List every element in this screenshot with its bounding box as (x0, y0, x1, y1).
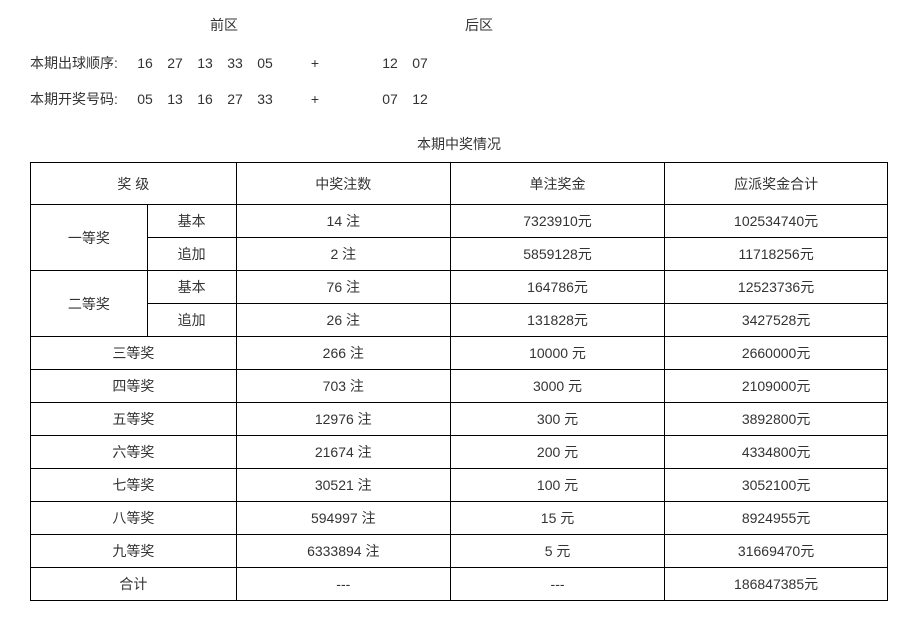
prize-unit: 100 元 (450, 469, 664, 502)
back-area-label: 后区 (410, 15, 540, 35)
number: 27 (160, 55, 190, 71)
prize-level: 六等奖 (31, 436, 237, 469)
prize-total: 2660000元 (665, 337, 888, 370)
prize-unit: 7323910元 (450, 205, 664, 238)
header-level: 奖 级 (31, 163, 237, 205)
table-title: 本期中奖情况 (30, 134, 888, 154)
prize-unit: 164786元 (450, 271, 664, 304)
prize-total: 11718256元 (665, 238, 888, 271)
prize-count: 594997 注 (236, 502, 450, 535)
draw-order-label: 本期出球顺序: (30, 53, 130, 73)
table-row: 二等奖 基本 76 注 164786元 12523736元 (31, 271, 888, 304)
prize-unit: 3000 元 (450, 370, 664, 403)
draw-order-front-numbers: 16 27 13 33 05 (130, 55, 280, 71)
prize-total: 3427528元 (665, 304, 888, 337)
total-label: 合计 (31, 568, 237, 601)
area-labels-row: 前区 后区 (30, 15, 888, 35)
winning-label: 本期开奖号码: (30, 89, 130, 109)
prize-count: 30521 注 (236, 469, 450, 502)
prize-unit: 131828元 (450, 304, 664, 337)
table-row-total: 合计 --- --- 186847385元 (31, 568, 888, 601)
prize-total: 12523736元 (665, 271, 888, 304)
prize-type: 追加 (147, 304, 236, 337)
table-row: 追加 26 注 131828元 3427528元 (31, 304, 888, 337)
number: 16 (190, 91, 220, 107)
prize-count: 76 注 (236, 271, 450, 304)
prize-level: 五等奖 (31, 403, 237, 436)
prize-total: 31669470元 (665, 535, 888, 568)
prize-unit: 5859128元 (450, 238, 664, 271)
prize-count: 266 注 (236, 337, 450, 370)
winning-numbers-row: 本期开奖号码: 05 13 16 27 33 + 07 12 (30, 89, 888, 109)
prize-level: 三等奖 (31, 337, 237, 370)
total-count: --- (236, 568, 450, 601)
prize-level: 二等奖 (31, 271, 148, 337)
prize-level: 七等奖 (31, 469, 237, 502)
number: 12 (405, 91, 435, 107)
prize-unit: 200 元 (450, 436, 664, 469)
winning-back-numbers: 07 12 (350, 91, 435, 107)
prize-level: 九等奖 (31, 535, 237, 568)
number: 07 (405, 55, 435, 71)
number: 16 (130, 55, 160, 71)
total-unit: --- (450, 568, 664, 601)
header-total: 应派奖金合计 (665, 163, 888, 205)
prize-level: 八等奖 (31, 502, 237, 535)
total-amount: 186847385元 (665, 568, 888, 601)
prize-total: 4334800元 (665, 436, 888, 469)
prize-type: 基本 (147, 205, 236, 238)
prize-type: 追加 (147, 238, 236, 271)
prize-unit: 15 元 (450, 502, 664, 535)
draw-order-row: 本期出球顺序: 16 27 13 33 05 + 12 07 (30, 53, 888, 73)
draw-order-back-numbers: 12 07 (350, 55, 435, 71)
prize-level: 一等奖 (31, 205, 148, 271)
table-row: 八等奖 594997 注 15 元 8924955元 (31, 502, 888, 535)
number: 33 (220, 55, 250, 71)
prize-count: 6333894 注 (236, 535, 450, 568)
plus-separator: + (280, 91, 350, 107)
number: 12 (375, 55, 405, 71)
table-row: 五等奖 12976 注 300 元 3892800元 (31, 403, 888, 436)
prize-count: 26 注 (236, 304, 450, 337)
prize-total: 3892800元 (665, 403, 888, 436)
number: 33 (250, 91, 280, 107)
number: 07 (375, 91, 405, 107)
prize-unit: 10000 元 (450, 337, 664, 370)
number: 27 (220, 91, 250, 107)
table-row: 九等奖 6333894 注 5 元 31669470元 (31, 535, 888, 568)
prize-level: 四等奖 (31, 370, 237, 403)
prize-count: 2 注 (236, 238, 450, 271)
plus-separator: + (280, 55, 350, 71)
table-row: 追加 2 注 5859128元 11718256元 (31, 238, 888, 271)
header-unit-prize: 单注奖金 (450, 163, 664, 205)
front-area-label: 前区 (140, 15, 340, 35)
prize-unit: 5 元 (450, 535, 664, 568)
prize-total: 3052100元 (665, 469, 888, 502)
prize-count: 14 注 (236, 205, 450, 238)
prize-total: 8924955元 (665, 502, 888, 535)
number: 13 (160, 91, 190, 107)
prize-table: 奖 级 中奖注数 单注奖金 应派奖金合计 一等奖 基本 14 注 7323910… (30, 162, 888, 601)
prize-type: 基本 (147, 271, 236, 304)
prize-count: 703 注 (236, 370, 450, 403)
lottery-numbers-section: 前区 后区 本期出球顺序: 16 27 13 33 05 + 12 07 本期开… (30, 15, 888, 109)
header-count: 中奖注数 (236, 163, 450, 205)
table-header-row: 奖 级 中奖注数 单注奖金 应派奖金合计 (31, 163, 888, 205)
table-row: 六等奖 21674 注 200 元 4334800元 (31, 436, 888, 469)
number: 05 (130, 91, 160, 107)
table-row: 三等奖 266 注 10000 元 2660000元 (31, 337, 888, 370)
table-row: 四等奖 703 注 3000 元 2109000元 (31, 370, 888, 403)
winning-front-numbers: 05 13 16 27 33 (130, 91, 280, 107)
prize-count: 21674 注 (236, 436, 450, 469)
prize-count: 12976 注 (236, 403, 450, 436)
prize-total: 102534740元 (665, 205, 888, 238)
table-row: 一等奖 基本 14 注 7323910元 102534740元 (31, 205, 888, 238)
table-row: 七等奖 30521 注 100 元 3052100元 (31, 469, 888, 502)
number: 05 (250, 55, 280, 71)
number: 13 (190, 55, 220, 71)
prize-unit: 300 元 (450, 403, 664, 436)
prize-total: 2109000元 (665, 370, 888, 403)
